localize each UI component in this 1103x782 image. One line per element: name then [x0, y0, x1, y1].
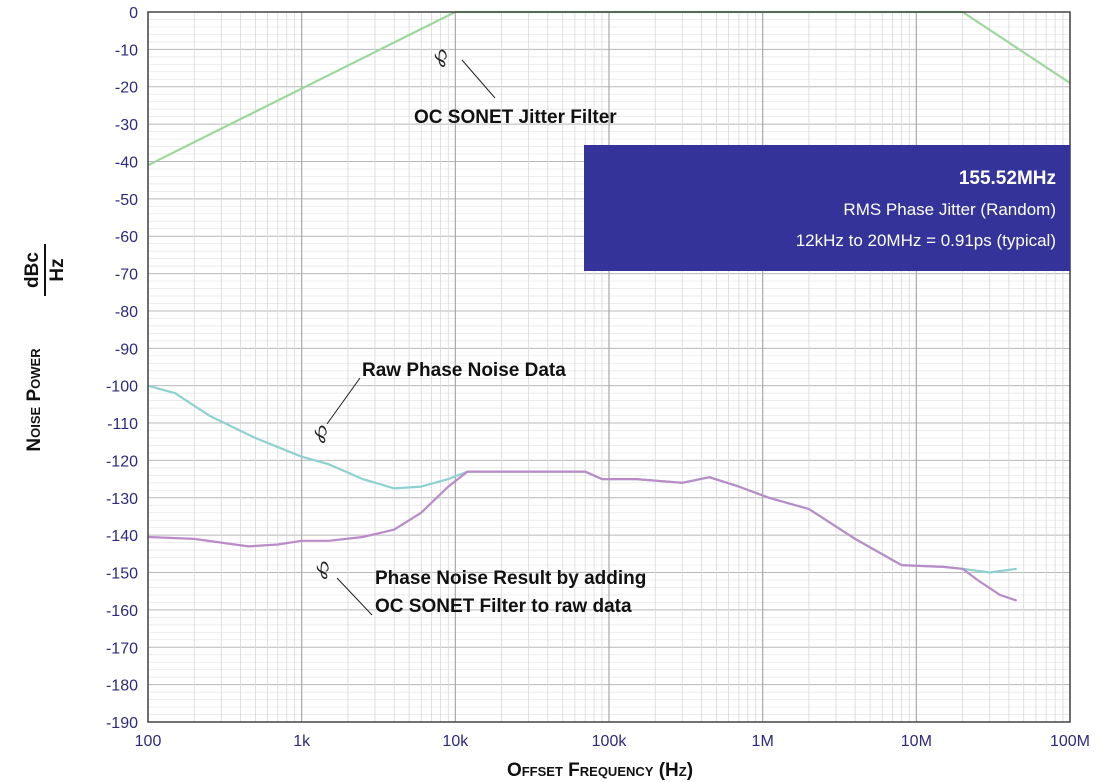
y-tick-label: -170 — [106, 640, 138, 657]
y-tick-label: -90 — [115, 341, 138, 358]
y-axis-label-group: Noise Power dBc Hz — [22, 244, 68, 452]
result-leader-line — [336, 577, 373, 616]
series-line-filtered-phase-noise — [147, 470, 1018, 602]
info-box: 155.52MHz RMS Phase Jitter (Random) 12kH… — [584, 145, 1070, 271]
x-tick-label: 10M — [901, 733, 932, 750]
x-tick-label: 100k — [592, 733, 628, 750]
raw-data-label: Raw Phase Noise Data — [362, 360, 566, 381]
y-tick-label: -130 — [106, 491, 138, 508]
y-tick-label: -40 — [115, 154, 138, 171]
y-tick-label: -150 — [106, 566, 138, 583]
info-box-line1: RMS Phase Jitter (Random) — [843, 200, 1056, 219]
y-tick-labels: 0 -10 -20 -30 -40 -50 -60 -70 -80 -90 -100 -110 -120… — [106, 5, 138, 732]
y-axis-label: Noise Power — [24, 348, 45, 452]
y-tick-label: -10 — [115, 42, 138, 59]
y-tick-label: -100 — [106, 379, 138, 396]
y-tick-label: -180 — [106, 678, 138, 695]
x-tick-label: 1M — [752, 733, 774, 750]
y-tick-label: -70 — [115, 267, 138, 284]
jitter-filter-leader-line — [461, 59, 496, 99]
y-axis-unit-numerator: dBc — [22, 252, 43, 288]
x-tick-label: 1k — [293, 733, 311, 750]
y-tick-label: -110 — [107, 416, 138, 433]
info-box-line2: 12kHz to 20MHz = 0.91ps (typical) — [796, 231, 1056, 250]
raw-data-leader-line — [326, 377, 361, 425]
jitter-filter-probe-icon: ℘ — [425, 41, 454, 70]
svg-text:℘: ℘ — [425, 41, 454, 70]
y-tick-label: -50 — [115, 192, 138, 209]
y-tick-label: -190 — [106, 715, 138, 732]
y-tick-label: -140 — [106, 528, 138, 545]
x-tick-label: 10k — [442, 733, 469, 750]
jitter-filter-annotation: ℘ OC SONET Jitter Filter — [414, 41, 617, 128]
x-tick-label: 100M — [1050, 733, 1090, 750]
y-tick-label: -160 — [106, 603, 138, 620]
info-box-background — [584, 145, 1070, 271]
plot-frame — [147, 11, 1071, 723]
jitter-filter-label: OC SONET Jitter Filter — [414, 107, 617, 128]
info-box-title: 155.52MHz — [959, 168, 1056, 189]
result-label-line1: Phase Noise Result by adding — [375, 568, 646, 589]
y-axis-unit-denominator: Hz — [47, 258, 68, 281]
raw-data-annotation: ℘ Raw Phase Noise Data — [305, 360, 566, 446]
y-tick-label: 0 — [129, 5, 138, 22]
x-tick-labels: 100 1k 10k 100k 1M 10M 100M — [135, 733, 1090, 750]
result-annotation: ℘ Phase Noise Result by adding OC SONET … — [307, 553, 646, 617]
y-tick-label: -120 — [106, 453, 138, 470]
y-tick-label: -20 — [115, 80, 138, 97]
y-tick-label: -60 — [115, 229, 138, 246]
result-label-line2: OC SONET Filter to raw data — [375, 596, 632, 617]
x-axis-label: Offset Frequency (Hz) — [507, 760, 693, 781]
y-tick-label: -30 — [115, 117, 138, 134]
x-tick-label: 100 — [135, 733, 162, 750]
y-tick-label: -80 — [115, 304, 138, 321]
